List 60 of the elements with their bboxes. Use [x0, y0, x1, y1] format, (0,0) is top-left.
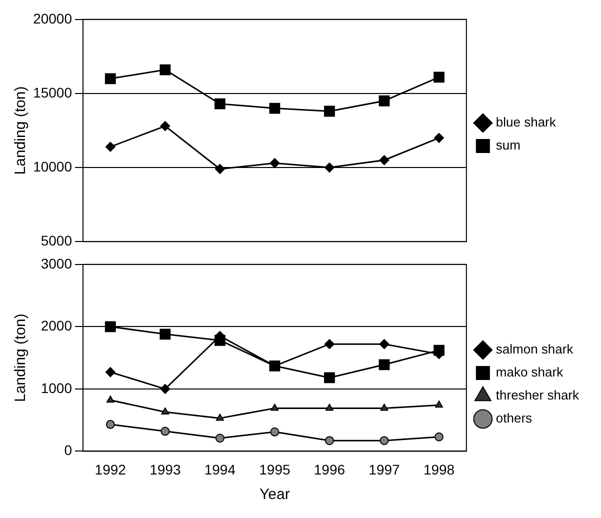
point [434, 432, 444, 442]
x-axis-title: Year [260, 486, 290, 504]
point [160, 328, 171, 340]
point [379, 155, 390, 166]
point [106, 420, 115, 429]
y-tick-label: 15000 [33, 84, 72, 100]
point [214, 164, 225, 174]
point [215, 434, 224, 443]
point [324, 162, 334, 173]
x-tick-label: 1997 [368, 461, 400, 478]
x-tick-label: 1992 [94, 461, 126, 478]
y-tick-label: 3000 [40, 255, 72, 272]
point [270, 427, 280, 436]
legend-label: others [496, 410, 533, 426]
point [216, 414, 224, 421]
legend-label: thresher shark [496, 388, 580, 403]
point [104, 73, 116, 84]
point [324, 436, 334, 446]
y-tick-label: 10000 [33, 158, 72, 174]
point [324, 339, 334, 350]
point [435, 400, 443, 408]
y-tick-label: 0 [64, 442, 72, 458]
x-tick-label: 1995 [259, 461, 290, 478]
y-tick-label: 20000 [33, 10, 72, 26]
legend-label: mako shark [496, 364, 564, 380]
point [380, 404, 388, 411]
point [434, 72, 444, 83]
point [378, 95, 390, 106]
y-tick-label: 5000 [40, 232, 72, 248]
y-axis-title: Landing (ton) [12, 86, 30, 175]
point [269, 102, 280, 114]
x-tick-label: 1993 [150, 461, 181, 478]
point [160, 384, 170, 394]
point [326, 404, 334, 411]
point [324, 106, 335, 117]
y-axis-title: Landing (ton) [12, 314, 30, 402]
point [161, 407, 170, 414]
point [380, 436, 389, 446]
x-tick-label: 1994 [204, 461, 236, 478]
point [104, 321, 116, 332]
point [270, 404, 279, 411]
y-tick-label: 1000 [40, 380, 72, 396]
legend-label: blue shark [496, 114, 556, 130]
point [160, 64, 171, 76]
point [379, 339, 390, 350]
point [106, 396, 114, 403]
point [434, 132, 444, 143]
point [105, 142, 116, 152]
point [160, 426, 170, 436]
legend-label: salmon shark [496, 342, 574, 357]
y-tick-label: 2000 [40, 318, 72, 334]
point [324, 372, 335, 384]
point [160, 121, 170, 132]
x-tick-label: 1996 [314, 461, 346, 478]
point [378, 359, 390, 370]
point [214, 98, 226, 110]
point [270, 158, 280, 168]
legend-label: sum [496, 138, 520, 153]
point [105, 367, 116, 378]
x-tick-label: 1998 [423, 461, 455, 478]
